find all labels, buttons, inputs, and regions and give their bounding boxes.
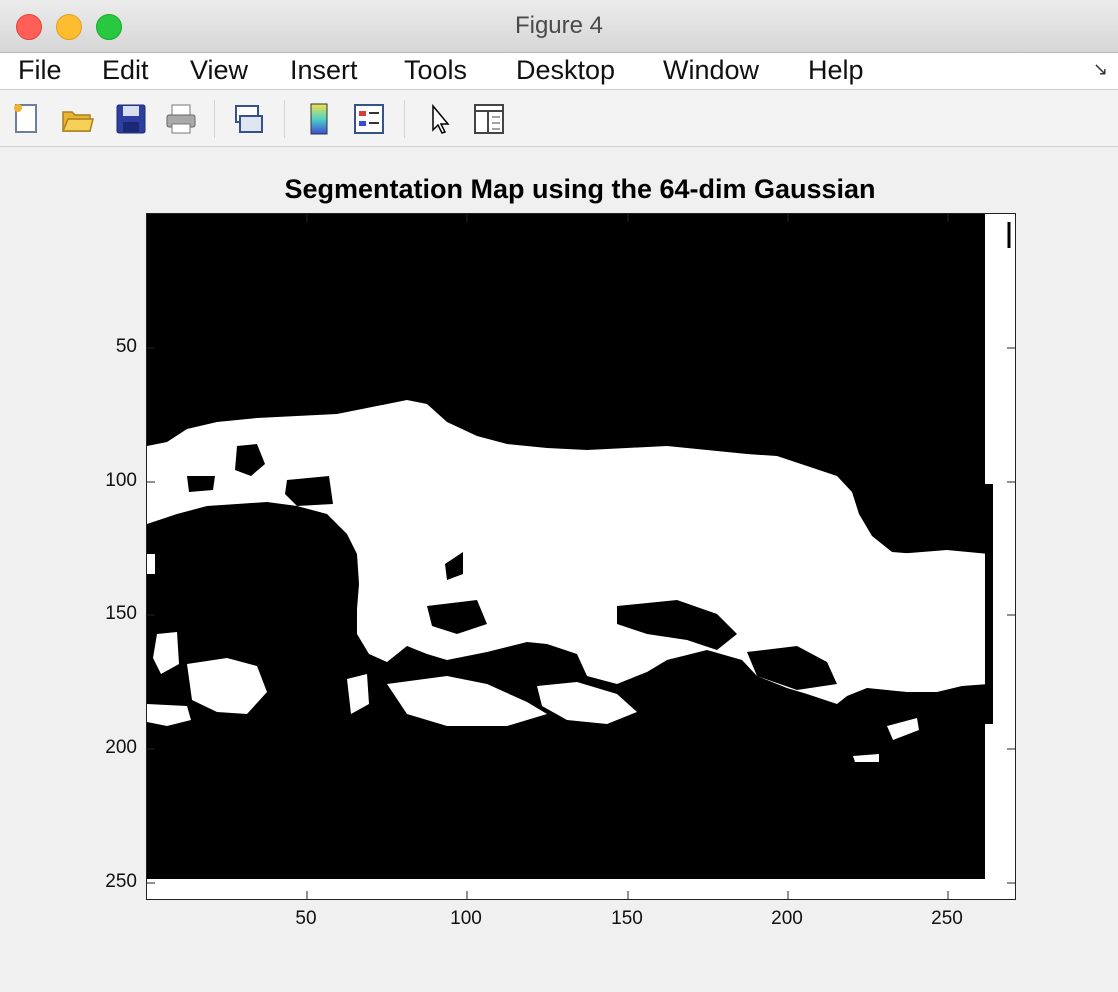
x-tick-label: 250 [931,908,963,929]
close-window-button[interactable] [16,14,42,40]
foreground-cluster [897,550,989,582]
x-tick-label: 150 [611,908,643,929]
menu-help[interactable]: Help [808,55,864,85]
new-figure-icon[interactable] [10,102,44,136]
y-tick-label: 250 [105,871,137,892]
open-file-icon[interactable] [60,102,94,136]
foreground-cluster [387,676,547,726]
legend-icon[interactable] [352,102,386,136]
x-tick-label: 100 [450,908,482,929]
dark-hole [187,476,215,492]
menu-edit[interactable]: Edit [102,55,149,85]
bottom-border-strip [147,879,1015,899]
property-editor-icon[interactable] [472,102,506,136]
dark-hole [235,444,265,476]
title-bar: Figure 4 [0,0,1118,53]
print-icon[interactable] [164,102,198,136]
foreground-cluster [147,704,191,726]
edge-region [985,484,993,724]
y-tick-label: 150 [105,603,137,624]
dark-hole [617,600,737,650]
link-icon[interactable] [232,102,266,136]
menu-view[interactable]: View [190,55,249,85]
menu-file[interactable]: File [18,55,62,85]
foreground-cluster [347,674,369,714]
window-title: Figure 4 [514,12,604,39]
dark-hole [445,552,463,580]
menu-window[interactable]: Window [663,55,760,85]
plot-title: Segmentation Map using the 64-dim Gaussi… [284,174,876,204]
pointer-icon[interactable] [422,102,456,136]
axis-ticks [147,214,1015,899]
image-axes[interactable] [146,213,1016,900]
dark-hole [285,476,333,506]
save-icon[interactable] [114,102,148,136]
menu-bar: File Edit View Insert Tools Desktop Wind… [0,53,1118,90]
y-tick-label: 100 [105,470,137,491]
segmentation-image [147,214,1015,899]
menu-insert[interactable]: Insert [290,55,358,85]
foreground-cluster [153,632,179,674]
dark-hole [427,600,487,634]
foreground-cluster [147,554,155,574]
toolbar-separator [404,100,405,138]
toolbar-separator [284,100,285,138]
foreground-cluster [887,718,919,740]
toolbar-separator [214,100,215,138]
y-tick-label: 200 [105,737,137,758]
dark-hole [747,646,837,690]
y-tick-label: 50 [115,336,137,357]
minimize-window-button[interactable] [56,14,82,40]
toolbar [0,90,1118,147]
foreground-cluster [187,658,267,714]
menu-tools[interactable]: Tools [404,55,468,85]
foreground-cluster [853,754,879,762]
colorbar-icon[interactable] [302,102,336,136]
menu-desktop[interactable]: Desktop [516,55,616,85]
x-tick-label: 200 [771,908,803,929]
dock-arrow-icon[interactable]: ↘ [1092,59,1108,79]
x-tick-label: 50 [295,908,317,929]
zoom-window-button[interactable] [96,14,122,40]
foreground-region [147,400,989,704]
foreground-cluster [537,682,637,724]
